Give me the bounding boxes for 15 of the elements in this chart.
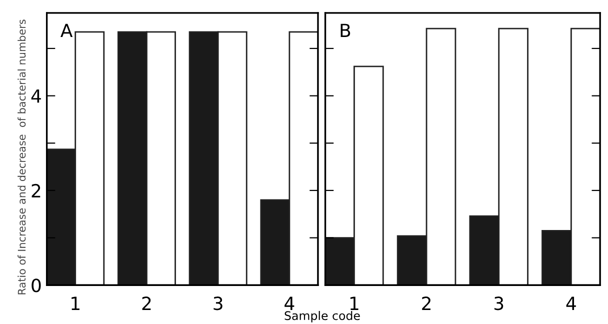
x-tick-label: 2 xyxy=(142,296,151,310)
annotation: B xyxy=(340,24,350,37)
x-tick-label: 1 xyxy=(72,296,80,310)
x-tick-label: 3 xyxy=(494,296,504,310)
annotation: A xyxy=(60,24,73,37)
x-tick-label: 4 xyxy=(566,296,576,310)
x-tick-label: 4 xyxy=(284,296,294,310)
y-tick-label: 2 xyxy=(32,184,40,198)
x-tick-label: 1 xyxy=(350,296,358,310)
y-axis-title: Ratio of Increase and decrease of bacterial numbers xyxy=(18,20,26,294)
y-tick-label: 0 xyxy=(32,278,41,292)
y-tick-label: 4 xyxy=(31,89,41,103)
x-axis-title: Sample code xyxy=(284,310,360,322)
x-tick-label: 3 xyxy=(214,296,222,310)
x-tick-label: 2 xyxy=(422,296,430,310)
